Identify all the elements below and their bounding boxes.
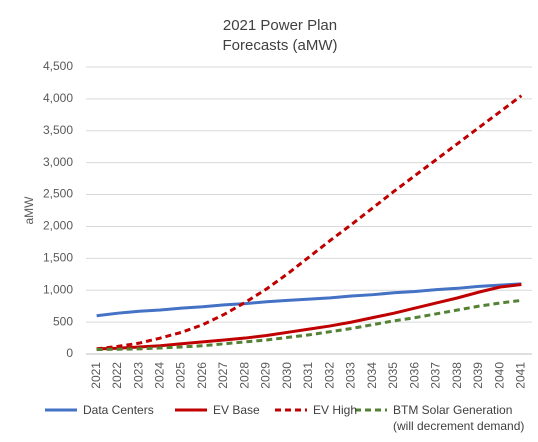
y-tick-label: 1,500 — [43, 251, 73, 265]
x-tick-label: 2035 — [386, 362, 400, 389]
x-tick-label: 2031 — [301, 362, 315, 389]
x-tick-label: 2025 — [174, 362, 188, 389]
x-tick-label: 2033 — [344, 362, 358, 389]
x-tick-label: 2036 — [407, 362, 421, 389]
x-tick-label: 2028 — [237, 362, 251, 389]
line-series — [96, 282, 522, 318]
y-tick-label: 1,000 — [43, 282, 73, 296]
x-tick-label: 2032 — [322, 362, 336, 389]
x-tick-label: 2034 — [365, 362, 379, 389]
line-series — [96, 298, 522, 352]
x-tick-label: 2024 — [153, 362, 167, 389]
x-tick-label: 2029 — [259, 362, 273, 389]
x-tick-label: 2022 — [110, 362, 124, 389]
x-tick-label: 2037 — [429, 362, 443, 389]
line-series — [96, 94, 523, 351]
legend-label: EV Base — [213, 403, 260, 417]
x-tick-label: 2040 — [492, 362, 506, 389]
x-tick-label: 2027 — [216, 362, 230, 389]
legend-label: BTM Solar Generation (will decrement dem… — [393, 403, 525, 433]
line-series — [96, 282, 522, 351]
y-axis-label: aMW — [22, 196, 36, 225]
y-tick-label: 2,000 — [43, 219, 73, 233]
x-tick-label: 2021 — [89, 362, 103, 389]
y-tick-label: 2,500 — [43, 187, 73, 201]
x-tick-label: 2039 — [471, 362, 485, 389]
y-tick-label: 4,000 — [43, 91, 73, 105]
y-tick-label: 3,000 — [43, 155, 73, 169]
x-tick-label: 2023 — [131, 362, 145, 389]
legend-label: Data Centers — [83, 403, 154, 417]
legend-label: EV High — [313, 403, 358, 417]
y-tick-label: 500 — [53, 314, 73, 328]
x-tick-label: 2026 — [195, 362, 209, 389]
y-tick-label: 4,500 — [43, 59, 73, 73]
x-tick-label: 2038 — [450, 362, 464, 389]
y-tick-label: 0 — [66, 346, 73, 360]
chart-title: 2021 Power Plan Forecasts (aMW) — [222, 17, 338, 54]
x-tick-label: 2041 — [514, 362, 528, 389]
x-tick-label: 2030 — [280, 362, 294, 389]
y-tick-label: 3,500 — [43, 123, 73, 137]
